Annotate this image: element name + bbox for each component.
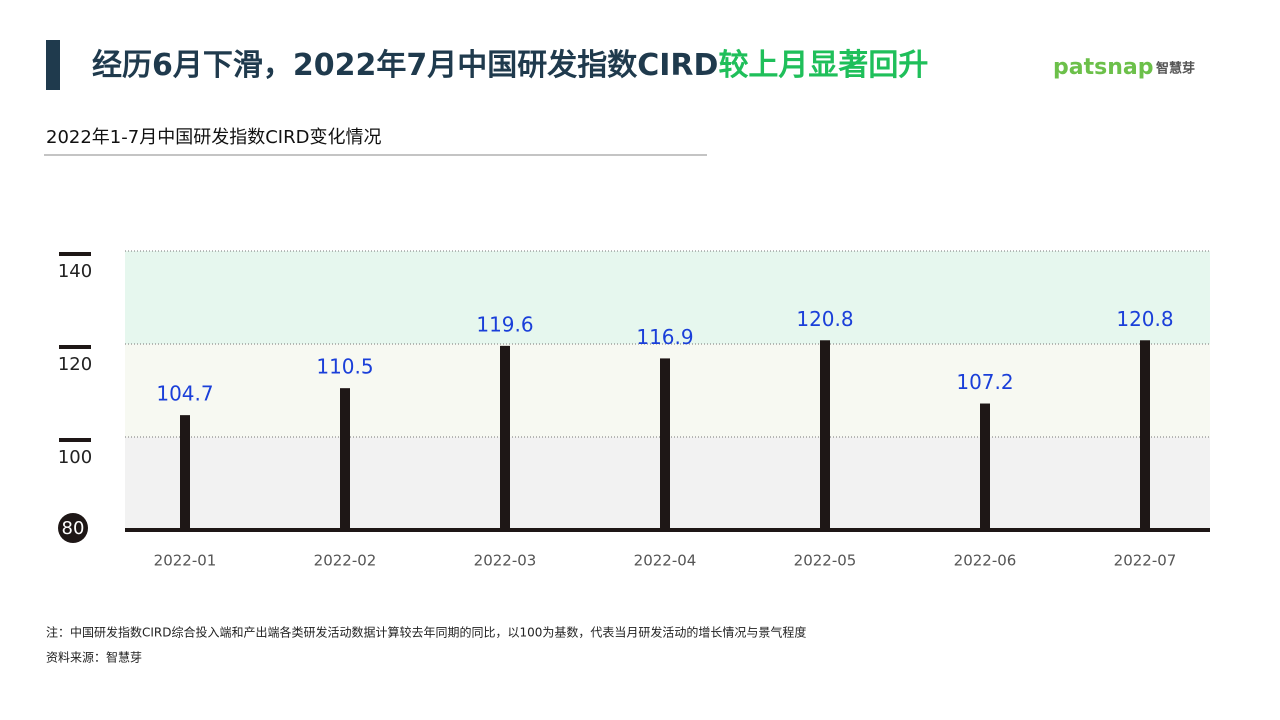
- x-tick-label: 2022-02: [314, 552, 377, 570]
- y-tick-label: 100: [58, 447, 92, 468]
- bar: [500, 345, 510, 530]
- logo-cn: 智慧芽: [1156, 61, 1195, 77]
- title-main: 经历6月下滑，2022年7月中国研发指数CIRD: [92, 48, 718, 83]
- bar: [660, 358, 670, 530]
- x-tick-label: 2022-06: [954, 552, 1017, 570]
- bar: [180, 415, 190, 530]
- value-label: 119.6: [476, 312, 533, 336]
- value-label: 110.5: [316, 355, 373, 379]
- x-tick-label: 2022-07: [1114, 552, 1177, 570]
- y-tick-label: 140: [58, 261, 92, 282]
- note: 注：中国研发指数CIRD综合投入端和产出端各类研发活动数据计算较去年同期的同比，…: [46, 625, 806, 640]
- bar: [820, 340, 830, 530]
- y-tick-label: 120: [58, 354, 92, 375]
- source: 资料来源：智慧芽: [46, 650, 142, 665]
- value-label: 120.8: [796, 307, 853, 331]
- chart-title: 2022年1-7月中国研发指数CIRD变化情况: [46, 127, 381, 148]
- band: [125, 251, 1210, 344]
- title-highlight: 较上月显著回升: [718, 48, 928, 83]
- x-tick-label: 2022-04: [634, 552, 697, 570]
- value-label: 120.8: [1116, 307, 1173, 331]
- value-label: 107.2: [956, 370, 1013, 394]
- x-tick-label: 2022-05: [794, 552, 857, 570]
- tick-badge: [58, 513, 88, 543]
- bar: [980, 403, 990, 530]
- x-tick-label: 2022-01: [154, 552, 217, 570]
- slide-title: 经历6月下滑，2022年7月中国研发指数CIRD较上月显著回升: [92, 48, 928, 83]
- y-tick-label: 80: [62, 518, 85, 539]
- plot: 80 100 120 140 104.7 2022-01 110.5 2022-02 119.6…: [58, 250, 1210, 570]
- bar: [1140, 340, 1150, 530]
- title-marker: [46, 40, 60, 90]
- logo: patsnap: [1053, 55, 1153, 80]
- x-tick-label: 2022-03: [474, 552, 537, 570]
- bar: [340, 388, 350, 530]
- value-label: 104.7: [156, 382, 213, 406]
- value-label: 116.9: [636, 325, 693, 349]
